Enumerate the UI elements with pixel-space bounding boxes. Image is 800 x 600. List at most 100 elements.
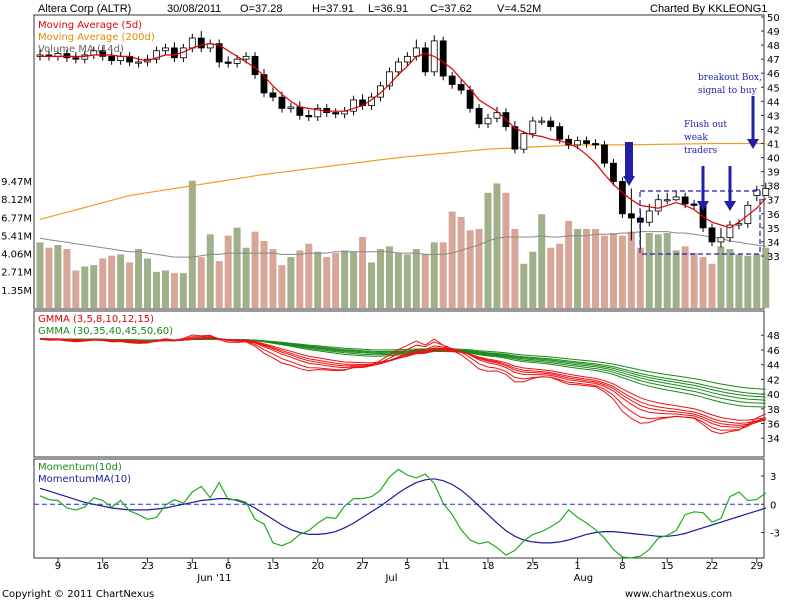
volume-bar — [448, 211, 456, 308]
quote-close: C=37.62 — [430, 3, 472, 15]
candle-body — [726, 224, 734, 239]
chart-title: Altera Corp (ALTR) — [38, 3, 131, 15]
gmma-short-line — [39, 334, 766, 435]
volume-bar — [135, 249, 143, 308]
volume-bar — [520, 263, 528, 308]
x-tick-label: 16 — [96, 561, 109, 572]
volume-tick-label: 8.12M — [1, 195, 32, 206]
legend-ma200: Moving Average (200d) — [38, 32, 155, 43]
volume-tick-label: 6.77M — [1, 213, 32, 224]
x-month-label: Jun '11 — [196, 573, 231, 584]
volume-bar — [645, 232, 653, 308]
volume-bar — [699, 257, 707, 308]
price-tick-label: 39 — [767, 168, 780, 179]
price-tick-label: 40 — [767, 154, 780, 165]
gmma-tick-label: 46 — [767, 346, 780, 357]
candle-body — [233, 58, 241, 64]
quote-volume: V=4.52M — [497, 3, 541, 15]
quote-high: H=37.91 — [312, 3, 354, 15]
volume-bar — [72, 270, 80, 308]
x-tick-label: 6 — [225, 561, 231, 572]
volume-bar — [735, 254, 743, 308]
volume-bar — [269, 249, 277, 308]
momentum-tick-label: 0 — [770, 500, 776, 511]
flush-annotation: Flush out weak traders — [684, 120, 727, 156]
arrow-flush-2-head — [724, 201, 736, 211]
volume-bar — [466, 230, 474, 308]
volume-bar — [475, 228, 483, 308]
gmma-series — [39, 334, 766, 435]
volume-bar — [81, 266, 89, 308]
candle-body — [717, 237, 725, 243]
price-tick-label: 47 — [767, 55, 780, 66]
volume-bar — [439, 242, 447, 308]
x-tick-label: 9 — [55, 561, 61, 572]
candle-body — [72, 57, 80, 60]
candle-body — [547, 120, 555, 128]
gmma-tick-label: 34 — [767, 434, 780, 445]
gmma-tick-label: 36 — [767, 420, 780, 431]
x-tick-label: 22 — [706, 561, 719, 572]
candle-body — [511, 126, 519, 150]
candle-body — [260, 74, 268, 94]
volume-bar — [583, 228, 591, 308]
charted-by: Charted By KKLEONG1 — [650, 3, 767, 15]
volume-bar — [511, 228, 519, 308]
volume-bar — [341, 250, 349, 308]
volume-bar — [672, 250, 680, 308]
volume-bar — [394, 253, 402, 308]
candle-body — [242, 55, 250, 60]
candle-body — [63, 53, 71, 59]
candle-body — [403, 55, 411, 63]
volume-bar — [654, 234, 662, 308]
candle-body — [278, 96, 286, 109]
volume-tick-label: 1.35M — [1, 286, 32, 297]
candle-body — [592, 143, 599, 146]
volume-bar — [592, 228, 600, 308]
price-tick-label: 34 — [767, 238, 780, 249]
volume-bar — [287, 257, 295, 308]
candle-body — [583, 140, 590, 144]
candle-body — [215, 43, 223, 63]
volume-bar — [197, 257, 205, 308]
candle-body — [188, 37, 196, 49]
legend-ma5: Moving Average (5d) — [38, 20, 142, 31]
price-tick-label: 33 — [767, 252, 780, 263]
volume-bar — [36, 242, 44, 308]
candle-body — [484, 117, 492, 125]
volume-bar — [385, 246, 393, 308]
legend-gmma-long: GMMA (30,35,40,45,50,60) — [38, 326, 173, 337]
volume-bar — [717, 246, 725, 308]
candle-body — [448, 75, 456, 85]
x-tick-label: 8 — [619, 561, 625, 572]
flush-label-line2: weak — [684, 133, 708, 143]
quote-open: O=37.28 — [240, 3, 283, 15]
volume-bar — [708, 263, 716, 308]
price-tick-label: 35 — [767, 224, 780, 235]
legend-momentum-ma: MomentumMA(10) — [38, 474, 131, 485]
price-tick-label: 41 — [767, 140, 780, 151]
volume-bar — [368, 262, 376, 308]
volume-bar — [681, 246, 689, 308]
volume-ma-line — [39, 231, 766, 258]
breakout-annotation: breakout Box, signal to buy — [698, 73, 762, 96]
x-tick-label: 13 — [267, 561, 280, 572]
volume-bar — [215, 261, 223, 308]
volume-bar — [600, 235, 608, 308]
price-tick-label: 44 — [767, 97, 780, 108]
volume-bar — [556, 243, 564, 308]
candle-body — [350, 99, 358, 112]
x-tick-label: 20 — [311, 561, 324, 572]
volume-bar — [45, 247, 53, 308]
x-tick-label: 11 — [437, 561, 450, 572]
candle-body — [619, 181, 626, 215]
volume-bar — [305, 243, 313, 308]
volume-bar — [108, 255, 116, 308]
x-month-label: Aug — [574, 573, 594, 584]
x-tick-label: 27 — [356, 561, 369, 572]
candle-body — [296, 106, 304, 116]
candle-body — [538, 120, 546, 123]
candle-body — [439, 40, 447, 77]
arrow-breakout-head — [747, 139, 759, 149]
price-tick-label: 38 — [767, 182, 780, 193]
